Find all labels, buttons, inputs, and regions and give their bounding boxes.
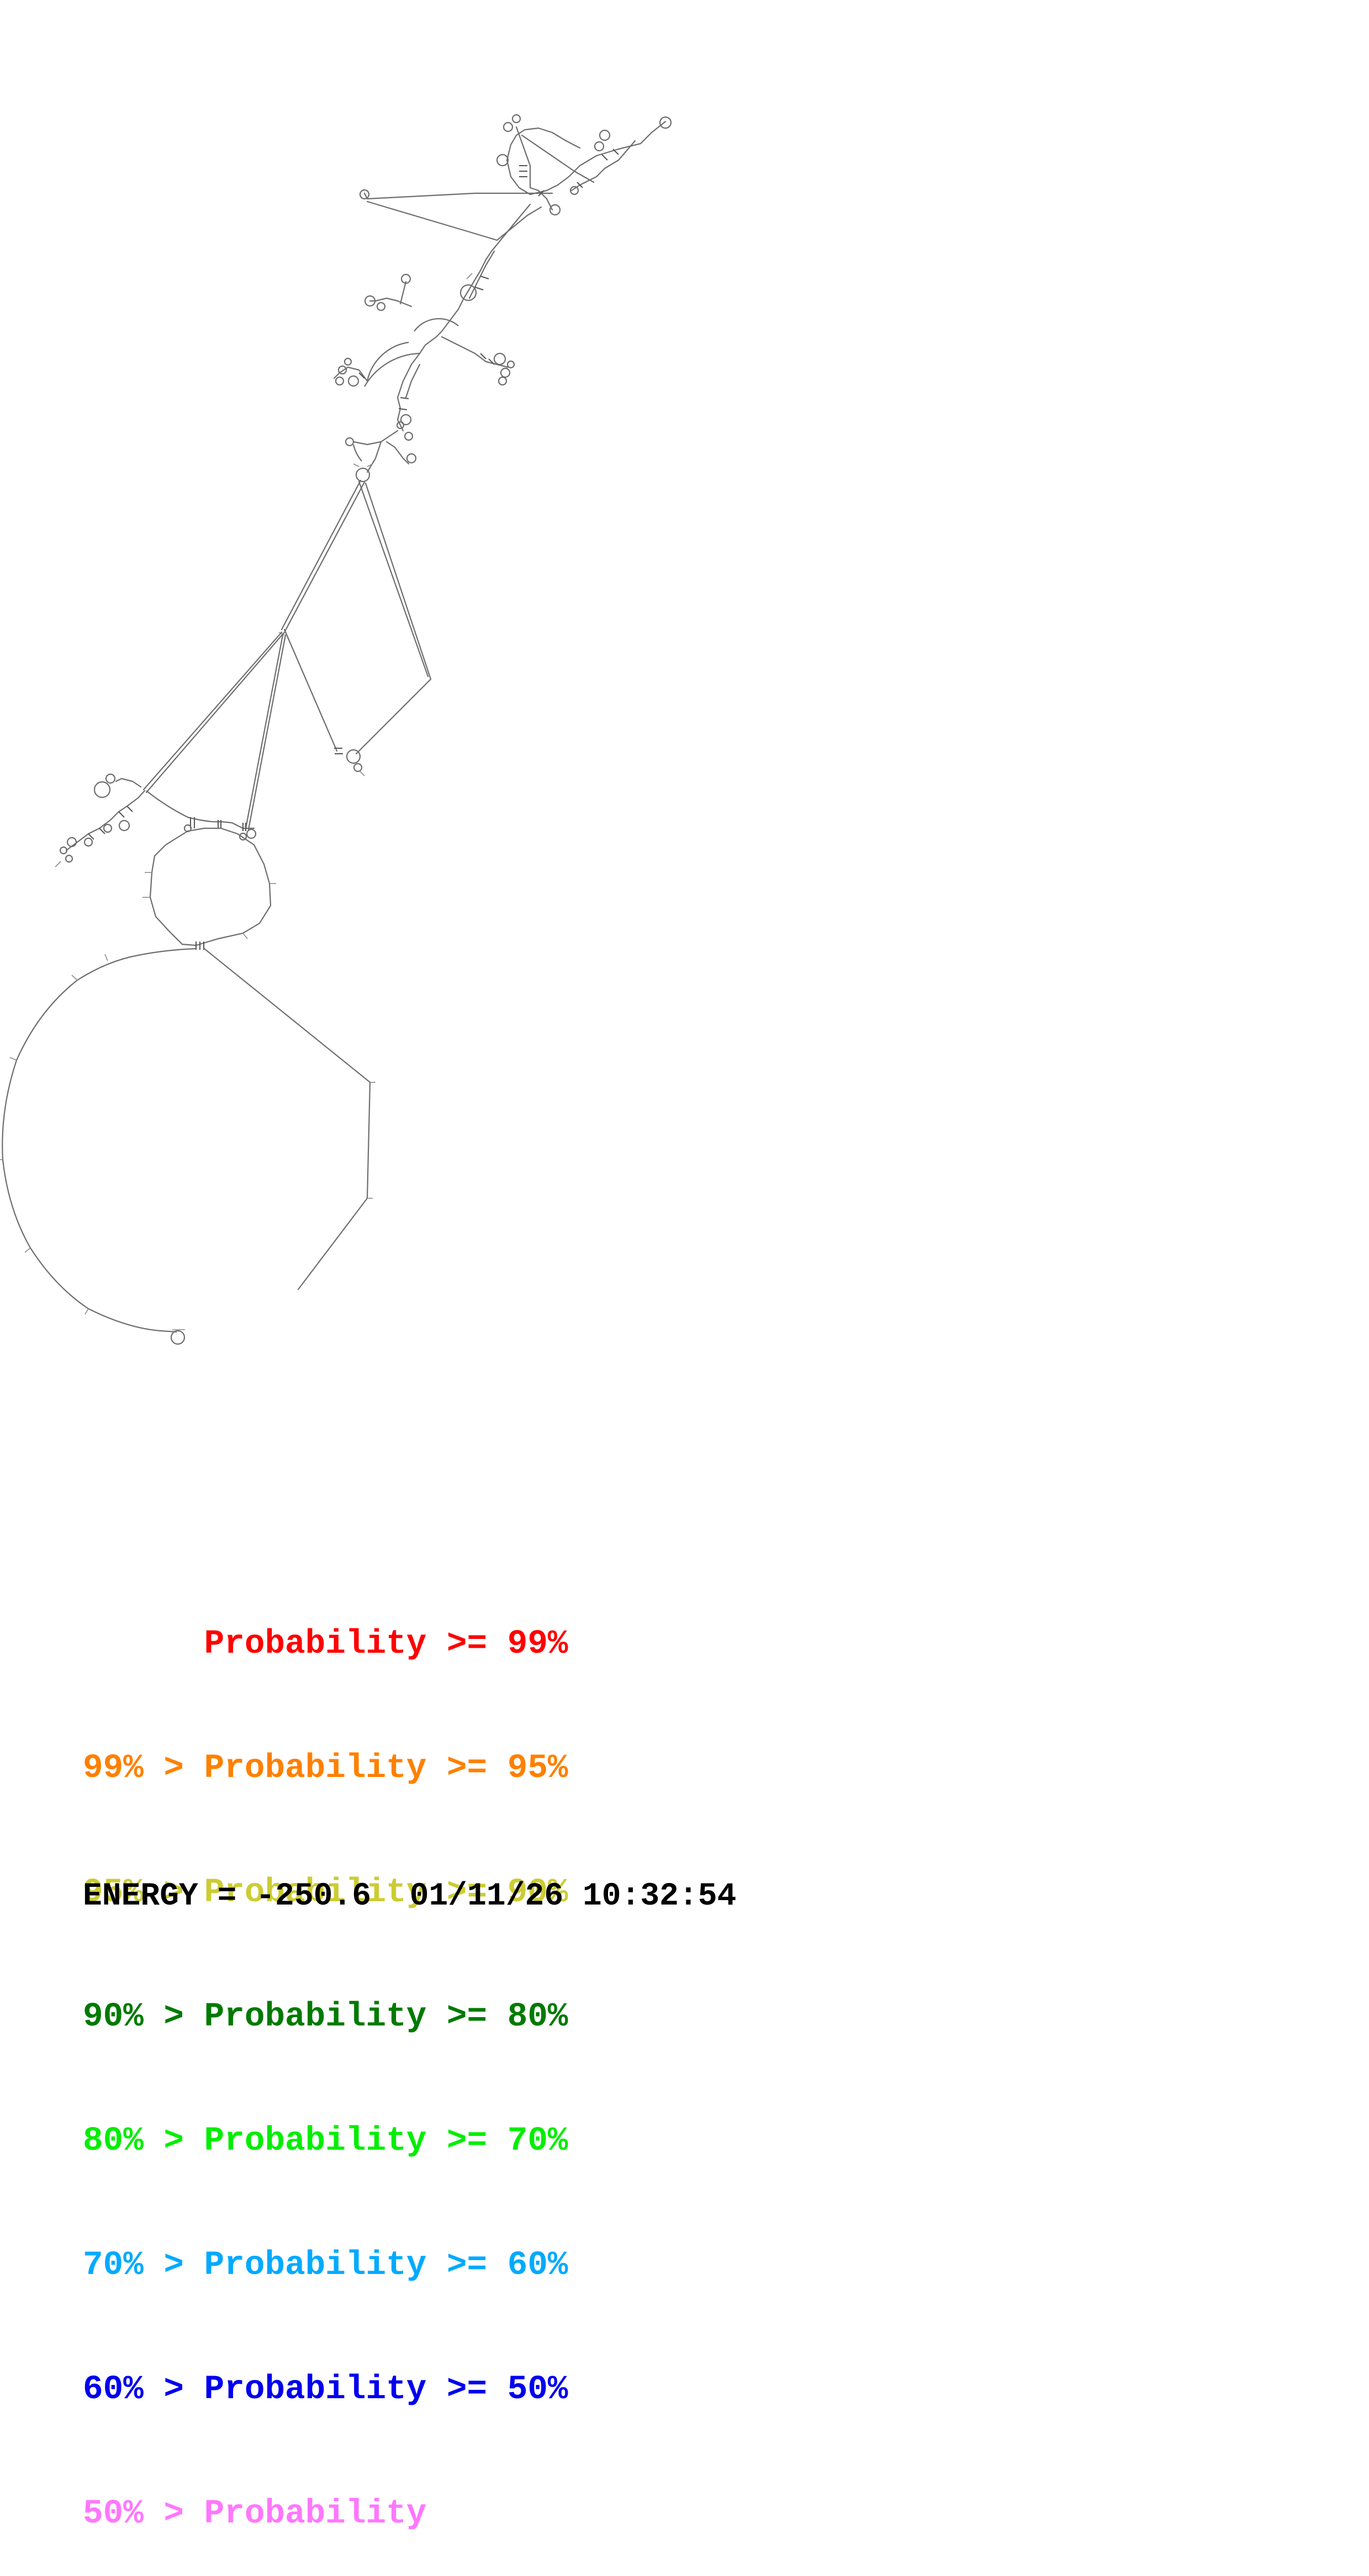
five-prime-end-loop <box>170 1330 186 1345</box>
hairpin-loop <box>246 828 257 839</box>
hairpin-loop <box>404 431 414 441</box>
hairpin-loop <box>506 360 515 369</box>
hairpin-loop <box>346 749 361 764</box>
middle-multiloop <box>333 273 515 387</box>
hairpin-loop <box>353 763 363 773</box>
hairpin-loop <box>406 453 417 464</box>
legend-row-80: 90% > Probability >= 80% <box>83 1998 568 2036</box>
hairpin-loop <box>103 823 113 833</box>
hairpin-loop <box>83 837 93 847</box>
hairpin-loop <box>343 357 352 366</box>
legend-row-99: Probability >= 99% <box>83 1625 568 1663</box>
central-ring-region <box>142 817 276 950</box>
hairpin-loop <box>364 295 376 307</box>
legend-row-below-50: 50% > Probability <box>83 2495 427 2533</box>
hairpin-loop <box>599 129 611 141</box>
rna-secondary-structure-diagram <box>0 114 672 1345</box>
hairpin-loop <box>396 421 405 430</box>
hairpin-loop <box>359 189 370 200</box>
internal-loop <box>355 467 371 483</box>
exterior-loop <box>0 948 376 1345</box>
long-helices <box>142 479 432 831</box>
hairpin-loop <box>335 376 345 386</box>
hairpin-loop <box>93 781 111 798</box>
hairpin-loop <box>659 116 672 129</box>
hairpin-loop <box>549 204 561 216</box>
hairpin-loop <box>400 414 412 426</box>
hairpin-loop <box>337 365 347 375</box>
hairpin-loop <box>500 367 511 378</box>
lower-left-cluster <box>55 773 221 868</box>
lower-stem <box>345 363 421 483</box>
legend-row-50: 60% > Probability >= 50% <box>83 2371 568 2409</box>
hairpin-loop <box>65 854 73 863</box>
hairpin-loop <box>345 437 355 447</box>
hairpin-loop <box>569 186 579 195</box>
hairpin-loop <box>503 121 514 133</box>
legend-row-90: 95% > Probability >= 90% <box>83 1874 568 1912</box>
hairpin-loop <box>376 301 386 311</box>
legend-row-60: 70% > Probability >= 60% <box>83 2246 568 2284</box>
central-stem <box>410 250 495 366</box>
hairpin-loop <box>594 141 605 152</box>
internal-loop <box>459 284 477 301</box>
energy-timestamp-line: ENERGY = -250.6 01/11/26 10:32:54 <box>83 1879 737 1914</box>
hairpin-loop <box>59 846 68 855</box>
hairpin-loop <box>347 375 360 387</box>
legend-row-95: 99% > Probability >= 95% <box>83 1749 568 1787</box>
hairpin-loop <box>511 114 521 124</box>
hairpin-loop <box>239 832 247 841</box>
probability-legend: Probability >= 99% 99% > Probability >= … <box>83 1541 746 2576</box>
hairpin-loop <box>493 352 506 366</box>
hairpin-loop <box>105 773 116 784</box>
hairpin-loop <box>66 837 77 848</box>
legend-row-70: 80% > Probability >= 70% <box>83 2122 568 2160</box>
hairpin-loop <box>496 154 509 167</box>
upper-domain <box>359 114 672 261</box>
hairpin-loop <box>498 376 508 386</box>
hairpin-loop <box>118 819 130 832</box>
